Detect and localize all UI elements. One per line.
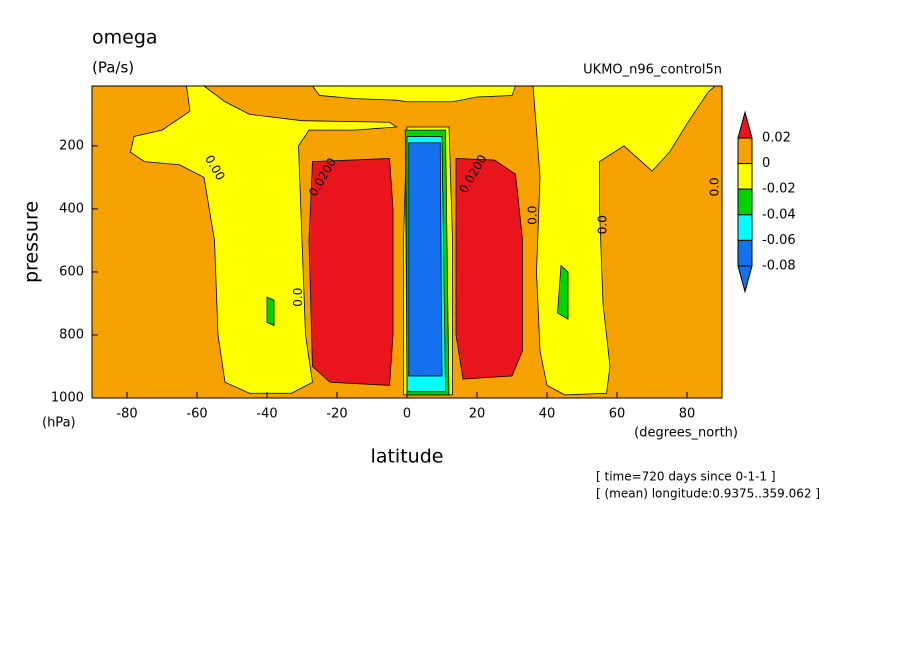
colorbar-label: 0 xyxy=(762,156,770,171)
contour-label: 0.0 xyxy=(526,206,540,225)
x-tick-label: 20 xyxy=(469,407,486,422)
contour-region xyxy=(308,158,394,386)
colorbar-cell xyxy=(737,110,753,139)
x-axis-units: (degrees_north) xyxy=(634,426,738,441)
colorbar-label: -0.08 xyxy=(762,259,796,274)
x-tick-label: 40 xyxy=(539,407,556,422)
note: [ time=720 days since 0-1-1 ] xyxy=(596,470,776,484)
x-axis-title: latitude xyxy=(371,446,444,468)
y-tick-label: 1000 xyxy=(51,391,84,406)
x-tick-label: 0 xyxy=(403,407,411,422)
contour-label: 0.0 xyxy=(291,288,305,307)
contour-region xyxy=(408,142,443,377)
contour-region xyxy=(312,86,516,103)
x-tick-label: -20 xyxy=(326,407,347,422)
x-tick-label: 60 xyxy=(609,407,626,422)
y-axis-units: (hPa) xyxy=(42,416,76,431)
colorbar-cell xyxy=(737,239,753,267)
colorbar-label: 0.02 xyxy=(762,131,791,146)
x-tick-label: -60 xyxy=(186,407,207,422)
dataset-label: UKMO_n96_control5n xyxy=(583,63,722,78)
contour-region xyxy=(130,86,398,394)
colorbar-label: -0.02 xyxy=(762,182,796,197)
colorbar-cell xyxy=(737,137,753,165)
colorbar-cell xyxy=(737,188,753,216)
colorbar-label: -0.06 xyxy=(762,233,796,248)
contour-label: 0.0 xyxy=(596,215,610,234)
contour-region xyxy=(532,86,716,396)
contour-region xyxy=(266,296,275,327)
x-tick-label: -80 xyxy=(116,407,137,422)
y-tick-label: 200 xyxy=(59,138,84,153)
y-tick-label: 800 xyxy=(59,327,84,342)
chart-title: omega xyxy=(92,27,158,49)
colorbar-label: -0.04 xyxy=(762,207,796,222)
chart-subtitle: (Pa/s) xyxy=(92,59,134,77)
y-tick-label: 400 xyxy=(59,201,84,216)
contour-label: 0.0 xyxy=(708,177,722,196)
x-tick-label: -40 xyxy=(256,407,277,422)
x-tick-label: 80 xyxy=(679,407,696,422)
note: [ (mean) longitude:0.9375..359.062 ] xyxy=(596,487,820,501)
colorbar-cell xyxy=(737,214,753,241)
y-axis-title: pressure xyxy=(21,201,43,283)
colorbar-cell xyxy=(737,265,753,294)
contour-region xyxy=(557,264,569,320)
y-tick-label: 600 xyxy=(59,264,84,279)
contour-region xyxy=(455,158,523,380)
colorbar-cell xyxy=(737,163,753,190)
